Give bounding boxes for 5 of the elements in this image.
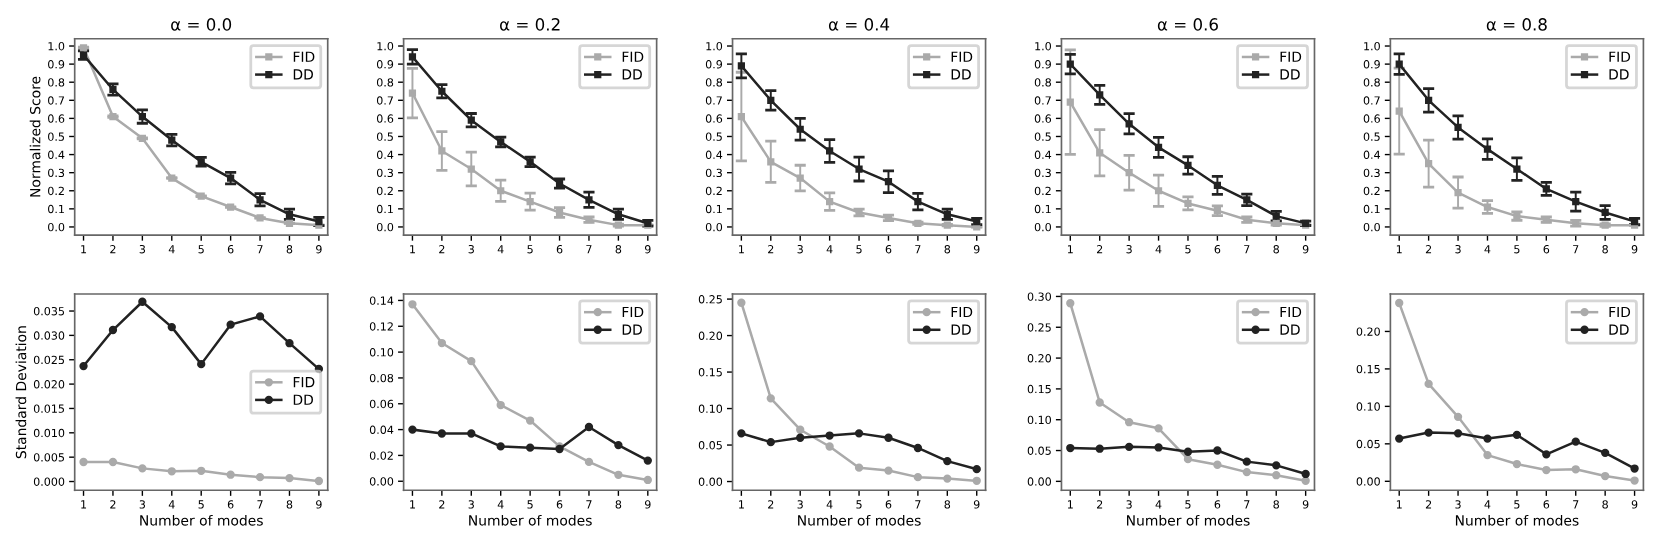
chart-title: α = 0.8 [1486,18,1547,31]
chart-title: α = 0.2 [500,18,560,31]
chart-title: α = 0.4 [828,18,890,31]
chart-title: α = 0.6 [1157,18,1218,31]
chart-title: α = 0.0 [171,18,232,31]
